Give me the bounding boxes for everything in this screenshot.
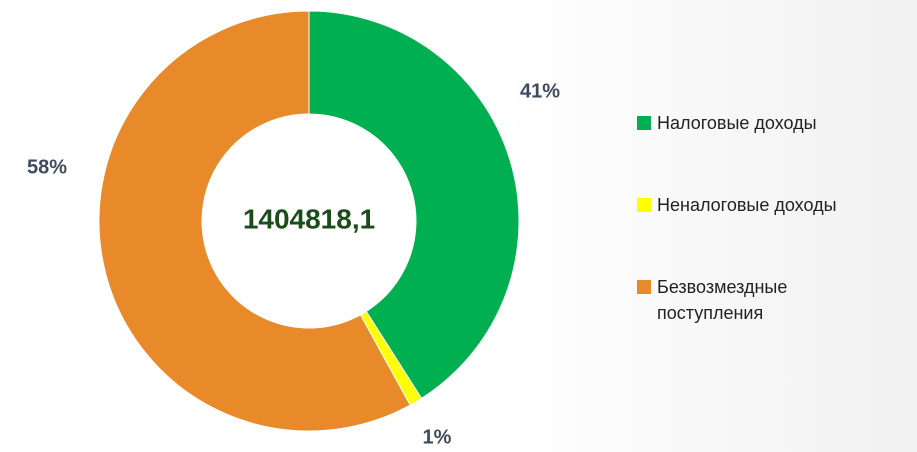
legend-item: Налоговые доходы — [637, 110, 907, 136]
legend-label: Налоговые доходы — [657, 113, 817, 133]
legend-item: Безвозмездные поступления — [637, 274, 837, 326]
center-total: 1404818,1 — [243, 203, 375, 234]
donut-segment — [359, 310, 423, 406]
legend-swatch — [637, 198, 651, 212]
legend-label: Безвозмездные поступления — [657, 277, 788, 323]
donut-segment — [308, 10, 520, 399]
legend-swatch — [637, 116, 651, 130]
legend-item: Неналоговые доходы — [637, 192, 907, 218]
legend-label: Неналоговые доходы — [657, 195, 837, 215]
value-label: 1% — [423, 426, 452, 448]
legend-swatch — [637, 280, 651, 294]
chart: 1404818,1 41% 1% 58% — [27, 10, 560, 448]
value-label: 41% — [520, 80, 560, 102]
donut-segment — [98, 10, 411, 432]
value-label: 58% — [27, 156, 67, 178]
